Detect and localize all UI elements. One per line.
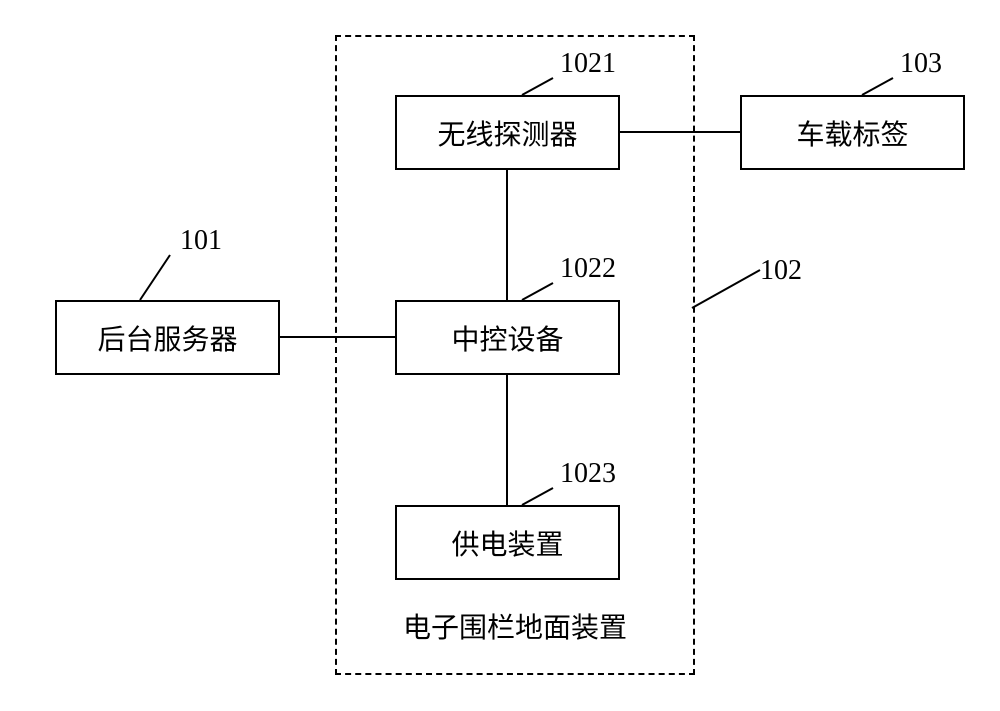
diagram-canvas: 电子围栏地面装置 102 后台服务器 101 无线探测器 1021 中控设备 1022 供电装置… [0, 0, 1000, 711]
central-control-label: 中控设备 [451, 318, 563, 358]
ref-label-102: 102 [760, 255, 802, 287]
central-control: 中控设备 [395, 300, 620, 375]
container-caption: 电子围栏地面装置 [403, 606, 627, 646]
ref-label-103: 103 [900, 48, 942, 80]
ref-label-1023: 1023 [560, 458, 616, 490]
vehicle-tag: 车载标签 [740, 95, 965, 170]
backend-server: 后台服务器 [55, 300, 280, 375]
ref-label-101: 101 [180, 225, 222, 257]
power-supply: 供电装置 [395, 505, 620, 580]
power-supply-label: 供电装置 [451, 523, 563, 563]
ref-label-1021: 1021 [560, 48, 616, 80]
vehicle-tag-label: 车载标签 [796, 113, 908, 153]
wireless-detector: 无线探测器 [395, 95, 620, 170]
ref-label-1022: 1022 [560, 253, 616, 285]
backend-server-label: 后台服务器 [97, 318, 237, 358]
wireless-detector-label: 无线探测器 [437, 113, 577, 153]
